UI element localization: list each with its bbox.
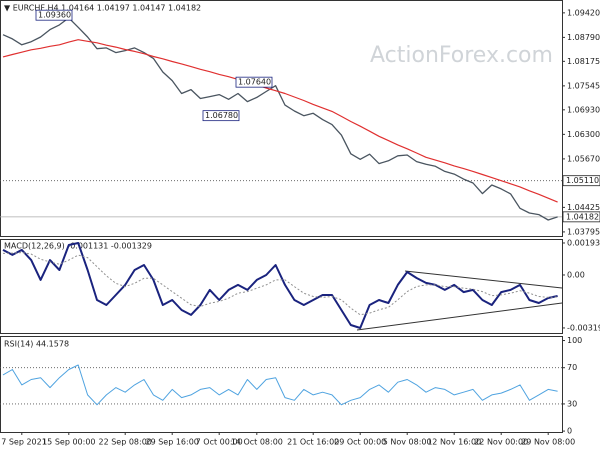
x-tick-label: 14 Oct 08:00 xyxy=(231,438,283,447)
x-tick-label: 12 Nov 16:00 xyxy=(427,438,481,447)
series-line xyxy=(2,17,558,221)
series-line xyxy=(2,364,558,406)
y-tick-label: 1.06300 xyxy=(567,130,600,139)
annotation: 1.09360 xyxy=(38,11,71,20)
rsi-title: RSI(14) 44.1578 xyxy=(4,340,69,349)
macd-pane xyxy=(0,239,563,334)
x-tick-label: 7 Oct 00:00 xyxy=(196,438,243,447)
x-tick-label: 15 Sep 00:00 xyxy=(42,438,95,447)
price-title: ▼ EURCHF,H4 1.04164 1.04197 1.04147 1.04… xyxy=(4,4,201,13)
annotation-box xyxy=(35,9,73,21)
trendline xyxy=(404,270,563,289)
series-line xyxy=(2,242,558,329)
price-pane xyxy=(0,0,563,237)
y-tick-label: 1.08175 xyxy=(567,57,600,66)
y-tick-label: 1.08790 xyxy=(567,33,600,42)
y-tick-label: 30 xyxy=(567,399,577,408)
level-label: 1.05110 xyxy=(566,176,599,185)
x-tick-label: 22 Nov 00:00 xyxy=(474,438,528,447)
y-tick-label: 1.04425 xyxy=(567,203,600,212)
x-tick-label: 29 Oct 00:00 xyxy=(334,438,386,447)
y-tick-label: 1.05670 xyxy=(567,154,600,163)
x-tick-label: 5 Nov 08:00 xyxy=(383,438,432,447)
x-tick-label: 21 Oct 16:00 xyxy=(287,438,339,447)
y-tick-label: 1.07545 xyxy=(567,81,600,90)
rsi-pane xyxy=(0,336,563,433)
level-label-box xyxy=(562,211,600,223)
trendline xyxy=(356,302,563,331)
y-tick-label: 0.00 xyxy=(567,270,585,279)
macd-title: MACD(12,26,9) -0.001131 -0.001329 xyxy=(4,242,152,251)
level-label-box xyxy=(562,175,600,187)
series-line xyxy=(2,252,558,316)
annotation: 1.06780 xyxy=(205,111,238,120)
x-tick-label: 22 Sep 08:00 xyxy=(98,438,151,447)
series-line xyxy=(2,39,558,203)
x-tick-label: 29 Sep 16:00 xyxy=(145,438,198,447)
annotation-box xyxy=(202,110,240,122)
y-tick-label: 1.09420 xyxy=(567,8,600,17)
annotation-box xyxy=(235,76,273,88)
y-tick-label: 1.03795 xyxy=(567,227,600,236)
x-tick-label: 29 Nov 08:00 xyxy=(521,438,575,447)
y-tick-label: -0.003195 xyxy=(567,323,600,332)
y-tick-label: 0.00193 xyxy=(567,238,600,247)
annotation: 1.07640 xyxy=(238,78,271,87)
y-tick-label: 100 xyxy=(567,336,582,345)
y-tick-label: 1.06930 xyxy=(567,105,600,114)
y-tick-label: 70 xyxy=(567,363,577,372)
x-tick-label: 7 Sep 2021 xyxy=(1,438,47,447)
watermark: ActionForex.com xyxy=(370,43,553,68)
level-label: 1.04182 xyxy=(566,212,599,221)
y-tick-label: 0 xyxy=(567,427,572,436)
